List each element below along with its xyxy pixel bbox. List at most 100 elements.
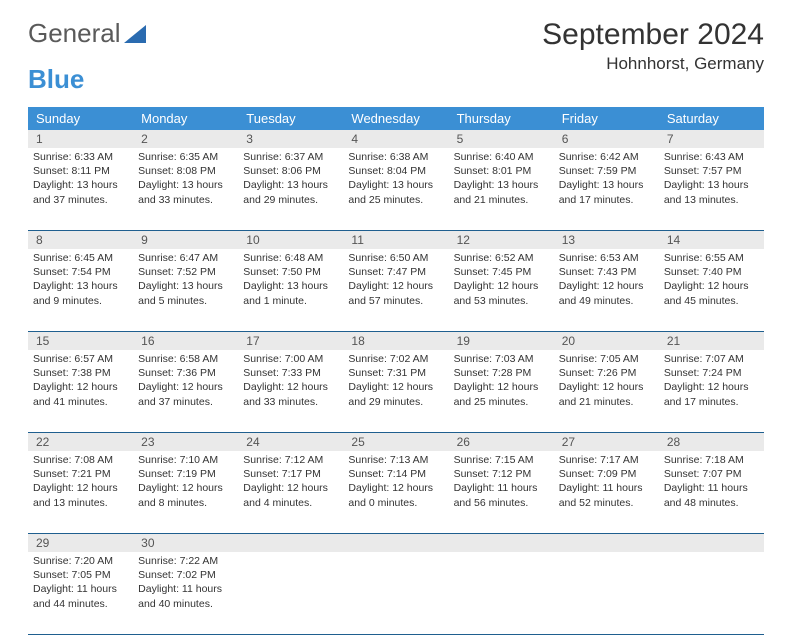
sunset-text: Sunset: 8:08 PM [138,164,233,178]
sunset-text: Sunset: 7:47 PM [348,265,443,279]
day-number: 2 [133,130,238,148]
day-cell: Sunrise: 7:00 AMSunset: 7:33 PMDaylight:… [238,350,343,432]
week-row: Sunrise: 7:20 AMSunset: 7:05 PMDaylight:… [28,552,764,635]
day-cell: Sunrise: 6:55 AMSunset: 7:40 PMDaylight:… [659,249,764,331]
day-cell: Sunrise: 6:53 AMSunset: 7:43 PMDaylight:… [554,249,659,331]
sunset-text: Sunset: 7:38 PM [33,366,128,380]
sunrise-text: Sunrise: 6:42 AM [559,150,654,164]
day-header: Sunday [28,107,133,130]
day-cell: Sunrise: 7:08 AMSunset: 7:21 PMDaylight:… [28,451,133,533]
sunset-text: Sunset: 7:36 PM [138,366,233,380]
day-cell [659,552,764,634]
day-cell [554,552,659,634]
day-number: 27 [554,433,659,451]
daylight-text: Daylight: 12 hours and 57 minutes. [348,279,443,307]
sunset-text: Sunset: 8:01 PM [454,164,549,178]
sunrise-text: Sunrise: 7:22 AM [138,554,233,568]
sunset-text: Sunset: 7:14 PM [348,467,443,481]
daylight-text: Daylight: 13 hours and 25 minutes. [348,178,443,206]
day-number: 12 [449,231,554,249]
day-cell [238,552,343,634]
day-number: 21 [659,332,764,350]
sunset-text: Sunset: 7:57 PM [664,164,759,178]
daylight-text: Daylight: 12 hours and 37 minutes. [138,380,233,408]
day-cell: Sunrise: 7:03 AMSunset: 7:28 PMDaylight:… [449,350,554,432]
day-number: 14 [659,231,764,249]
sunset-text: Sunset: 7:33 PM [243,366,338,380]
sunrise-text: Sunrise: 6:40 AM [454,150,549,164]
calendar: Sunday Monday Tuesday Wednesday Thursday… [28,107,764,635]
day-number: 13 [554,231,659,249]
sunset-text: Sunset: 7:43 PM [559,265,654,279]
daynum-row: 15161718192021 [28,332,764,350]
sunset-text: Sunset: 7:26 PM [559,366,654,380]
sunset-text: Sunset: 8:04 PM [348,164,443,178]
daylight-text: Daylight: 12 hours and 45 minutes. [664,279,759,307]
daylight-text: Daylight: 13 hours and 33 minutes. [138,178,233,206]
sunrise-text: Sunrise: 6:48 AM [243,251,338,265]
week-row: Sunrise: 7:08 AMSunset: 7:21 PMDaylight:… [28,451,764,534]
day-number: 17 [238,332,343,350]
day-cell: Sunrise: 6:40 AMSunset: 8:01 PMDaylight:… [449,148,554,230]
sunset-text: Sunset: 7:09 PM [559,467,654,481]
week-row: Sunrise: 6:57 AMSunset: 7:38 PM Daylight:… [28,350,764,433]
week-row: Sunrise: 6:45 AMSunset: 7:54 PMDaylight:… [28,249,764,332]
sunset-text: Sunset: 7:05 PM [33,568,128,582]
sunrise-text: Sunrise: 6:57 AM [33,352,128,366]
daylight-text: Daylight: 13 hours and 5 minutes. [138,279,233,307]
day-number: 6 [554,130,659,148]
day-cell: Sunrise: 6:38 AMSunset: 8:04 PMDaylight:… [343,148,448,230]
day-cell: Sunrise: 6:50 AMSunset: 7:47 PMDaylight:… [343,249,448,331]
daylight-text: Daylight: 12 hours and 21 minutes. [559,380,654,408]
day-cell: Sunrise: 7:18 AMSunset: 7:07 PMDaylight:… [659,451,764,533]
sunset-text: Sunset: 7:50 PM [243,265,338,279]
day-number: 11 [343,231,448,249]
sunrise-text: Sunrise: 7:07 AM [664,352,759,366]
day-header: Tuesday [238,107,343,130]
daylight-text: Daylight: 13 hours and 17 minutes. [559,178,654,206]
sunset-text: Sunset: 7:19 PM [138,467,233,481]
sunset-text: Sunset: 7:28 PM [454,366,549,380]
sunrise-text: Sunrise: 6:38 AM [348,150,443,164]
day-header: Monday [133,107,238,130]
day-number: 26 [449,433,554,451]
logo-triangle-icon [124,25,146,43]
sunset-text: Sunset: 7:12 PM [454,467,549,481]
day-number [554,534,659,552]
day-cell: Sunrise: 6:33 AMSunset: 8:11 PMDaylight:… [28,148,133,230]
day-number: 3 [238,130,343,148]
sunrise-text: Sunrise: 7:02 AM [348,352,443,366]
sunrise-text: Sunrise: 7:12 AM [243,453,338,467]
daylight-text: Daylight: 13 hours and 13 minutes. [664,178,759,206]
sunrise-text: Sunrise: 7:03 AM [454,352,549,366]
sunrise-text: Sunrise: 6:43 AM [664,150,759,164]
day-cell: Sunrise: 7:20 AMSunset: 7:05 PMDaylight:… [28,552,133,634]
day-header-row: Sunday Monday Tuesday Wednesday Thursday… [28,107,764,130]
day-number [659,534,764,552]
day-number: 15 [28,332,133,350]
sunset-text: Sunset: 7:02 PM [138,568,233,582]
day-cell: Sunrise: 6:45 AMSunset: 7:54 PMDaylight:… [28,249,133,331]
sunrise-text: Sunrise: 7:05 AM [559,352,654,366]
day-header: Thursday [449,107,554,130]
day-cell: Sunrise: 6:57 AMSunset: 7:38 PMDaylight:… [28,350,133,432]
day-number: 9 [133,231,238,249]
daylight-text: Daylight: 11 hours and 56 minutes. [454,481,549,509]
sunset-text: Sunset: 7:45 PM [454,265,549,279]
day-number: 23 [133,433,238,451]
title-block: September 2024 Hohnhorst, Germany [542,18,764,74]
sunset-text: Sunset: 7:07 PM [664,467,759,481]
logo-text-general: General [28,18,121,49]
day-cell: Sunrise: 6:35 AMSunset: 8:08 PMDaylight:… [133,148,238,230]
sunrise-text: Sunrise: 7:15 AM [454,453,549,467]
logo: General [28,18,146,49]
day-number [343,534,448,552]
sunrise-text: Sunrise: 6:50 AM [348,251,443,265]
sunrise-text: Sunrise: 6:52 AM [454,251,549,265]
sunset-text: Sunset: 8:11 PM [33,164,128,178]
sunset-text: Sunset: 7:31 PM [348,366,443,380]
sunset-text: Sunset: 7:17 PM [243,467,338,481]
sunset-text: Sunset: 7:24 PM [664,366,759,380]
day-cell [343,552,448,634]
daylight-text: Daylight: 11 hours and 40 minutes. [138,582,233,610]
